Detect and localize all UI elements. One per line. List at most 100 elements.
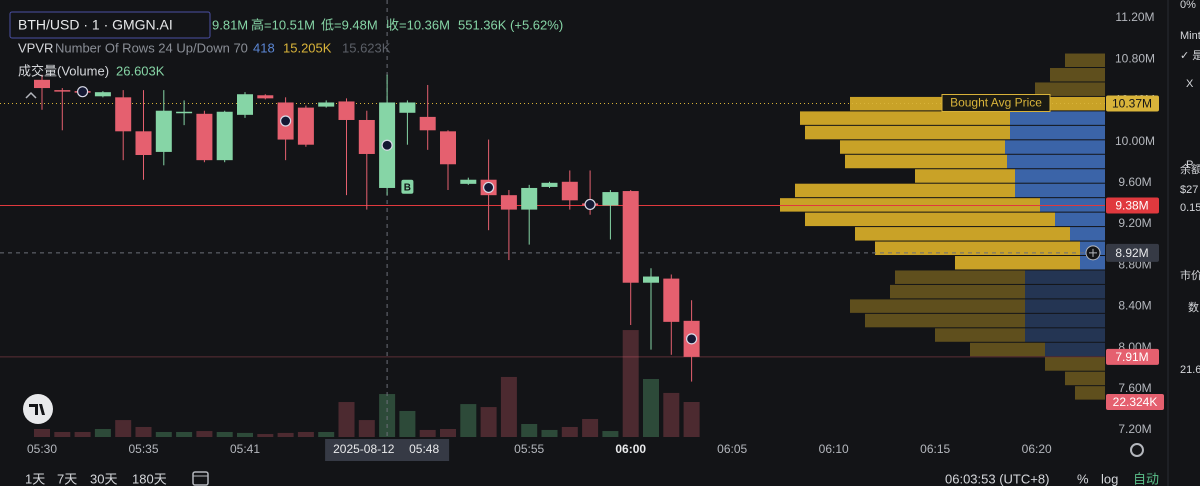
y-tick-label: 9.20M — [1118, 216, 1151, 230]
price-label: 9.38M — [1115, 199, 1148, 213]
side-text: $27 — [1180, 184, 1198, 196]
vpvr-down: 15.205K — [283, 40, 332, 55]
trade-dot — [76, 86, 89, 98]
symbol-box[interactable] — [9, 11, 211, 39]
volume-bar — [419, 429, 436, 437]
volume-bar — [54, 431, 71, 437]
profile-down — [1065, 371, 1105, 386]
y-tick-label: 10.80M — [1115, 51, 1155, 65]
volume-bar — [541, 429, 558, 437]
candle-body — [318, 102, 335, 107]
ohlc-open: 9.81M — [212, 17, 248, 32]
volume-bar — [196, 431, 213, 437]
volume-profile — [780, 53, 1105, 400]
volume-bar — [338, 402, 355, 437]
side-text: 市价 — [1180, 268, 1200, 282]
candle-body — [297, 107, 314, 145]
ohlc-change: 551.36K (+5.62%) — [458, 17, 563, 32]
candle-body — [176, 111, 193, 114]
volume-bar — [297, 431, 314, 437]
vpvr-up: 418 — [253, 40, 275, 55]
price-label-bg — [1106, 197, 1159, 214]
volume-bar — [34, 429, 50, 437]
y-tick-label: 10.00M — [1115, 134, 1155, 148]
volume-bar — [440, 429, 456, 437]
volume-bar — [277, 432, 294, 437]
candles: B — [34, 74, 700, 382]
calendar-icon[interactable] — [192, 471, 209, 486]
crosshair-price-bg — [1106, 243, 1159, 262]
collapse-icon[interactable] — [25, 91, 37, 99]
price-label: 10.37M — [1112, 97, 1152, 111]
crosshair-time: 05:48 — [409, 442, 439, 456]
candle-body — [460, 179, 477, 184]
settings-icon[interactable] — [1130, 443, 1144, 457]
clock[interactable]: 06:03:53 (UTC+8) — [945, 471, 1049, 486]
candle-body — [115, 97, 132, 132]
trade-dot — [381, 139, 393, 151]
profile-up — [1015, 169, 1105, 183]
side-text: ✓ 是 — [1180, 49, 1200, 62]
profile-down — [840, 140, 1005, 154]
volume-last-label: 22.324K — [1113, 395, 1158, 409]
candle-body — [602, 192, 619, 206]
profile-up — [1007, 154, 1105, 169]
volume-bar — [115, 420, 132, 437]
tag: Bought Avg Price — [950, 96, 1042, 110]
side-text: 0% — [1180, 0, 1196, 11]
percent-toggle[interactable]: % — [1077, 471, 1089, 486]
profile-down — [855, 227, 1070, 241]
profile-down — [1035, 82, 1105, 96]
volume-label[interactable]: 成交量(Volume) — [18, 63, 109, 78]
x-tick-label: 05:35 — [128, 442, 158, 456]
volume-bar — [582, 418, 599, 437]
range-button[interactable]: 180天 — [132, 471, 167, 486]
candle-body — [541, 182, 558, 187]
ohlc-close: 收=10.36M — [386, 17, 450, 32]
x-tick-label: 06:10 — [819, 442, 849, 456]
candle-body — [521, 187, 538, 210]
volume-bar — [216, 431, 233, 437]
range-button[interactable]: 30天 — [90, 471, 117, 486]
candle-body — [643, 276, 659, 283]
volume-bar — [460, 404, 477, 437]
profile-down — [895, 270, 1025, 284]
profile-down — [970, 342, 1045, 357]
axes: 11.20M10.80M10.40M10.00M9.60M9.20M8.80M8… — [1105, 0, 1169, 486]
side-text[interactable]: X — [1186, 78, 1194, 90]
side-text[interactable]: P — [1186, 159, 1193, 171]
volume-bar — [135, 426, 152, 437]
profile-down — [875, 241, 1080, 256]
y-tick-label: 9.60M — [1118, 175, 1151, 189]
y-tick-label: 8.40M — [1118, 299, 1151, 313]
symbol[interactable]: BTH/USD · 1 · GMGN.AI — [18, 17, 173, 33]
price-label: 7.91M — [1115, 350, 1148, 364]
volume-bar — [74, 431, 91, 437]
range-button[interactable]: 7天 — [57, 471, 77, 486]
candle-body — [34, 79, 50, 89]
trade-dot — [685, 333, 698, 345]
y-tick-label: 11.20M — [1115, 10, 1154, 24]
profile-down — [1045, 357, 1105, 371]
volume-bar — [318, 431, 335, 437]
profile-down — [805, 212, 1055, 227]
candle-body — [338, 101, 355, 120]
range-button[interactable]: 1天 — [25, 471, 45, 486]
profile-down — [865, 313, 1025, 328]
volume-bar — [663, 392, 680, 437]
profile-down — [955, 256, 1080, 270]
auto-toggle[interactable]: 自动 — [1133, 471, 1159, 486]
volume-bar — [521, 423, 538, 437]
buy-marker — [401, 179, 414, 194]
profile-up — [1015, 183, 1105, 198]
profile-down — [845, 154, 1007, 169]
price-axis-bg — [1105, 0, 1167, 440]
profile-up — [1025, 284, 1105, 299]
crosshair-time-bg — [325, 439, 450, 461]
profile-down — [1065, 53, 1105, 68]
vpvr-label[interactable]: VPVR — [18, 40, 53, 55]
candle-body — [358, 119, 375, 154]
price-label-bg — [1106, 95, 1159, 112]
log-toggle[interactable]: log — [1101, 471, 1118, 486]
